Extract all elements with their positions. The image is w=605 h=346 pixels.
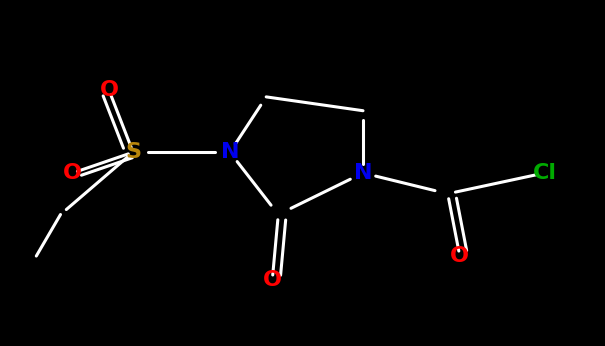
Text: O: O [263,270,282,290]
Text: O: O [99,80,119,100]
Text: Cl: Cl [532,163,557,183]
Text: N: N [354,163,372,183]
Text: N: N [221,142,239,162]
Text: O: O [63,163,82,183]
Text: S: S [125,142,141,162]
Text: O: O [450,246,469,266]
